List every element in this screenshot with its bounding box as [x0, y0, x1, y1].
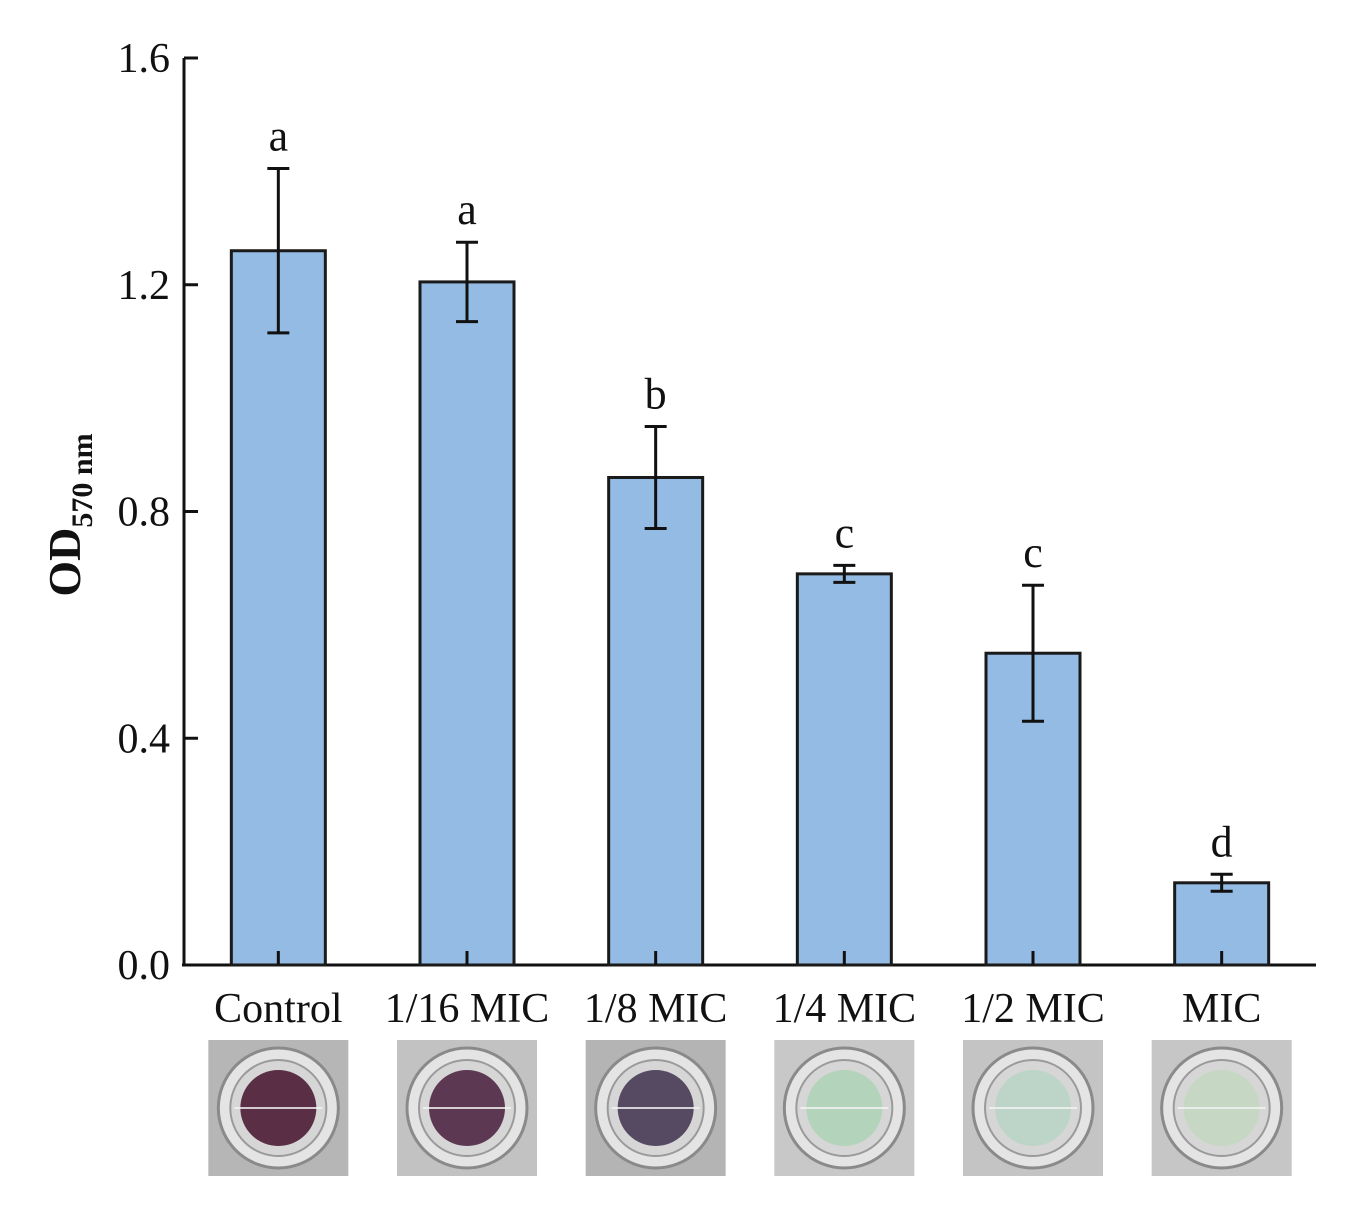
well-photo [963, 1040, 1103, 1176]
x-tick-label: 1/16 MIC [385, 986, 550, 1032]
bar [229, 249, 327, 967]
error-bar [644, 424, 667, 531]
bar [795, 572, 893, 967]
significance-letter: c [1023, 528, 1043, 577]
error-bar [1210, 872, 1233, 893]
y-tick-label: 1.6 [118, 36, 171, 82]
well-photo [208, 1040, 349, 1176]
well-photo [774, 1040, 915, 1176]
y-tick-label: 0.0 [118, 943, 171, 989]
x-tick-label: 1/4 MIC [773, 986, 917, 1032]
error-bar [1022, 583, 1044, 723]
bar [607, 475, 705, 967]
x-tick-label: Control [214, 986, 342, 1032]
y-axis-label-main: OD [39, 528, 90, 597]
y-tick-label: 0.4 [118, 716, 171, 762]
error-bar [267, 167, 290, 335]
bar [418, 280, 516, 967]
x-tick-label: 1/2 MIC [961, 986, 1105, 1032]
y-axis-label: OD570 nm [39, 433, 99, 596]
y-axis-label-subscript: 570 nm [66, 433, 99, 527]
significance-letter: a [457, 185, 477, 234]
x-tick-label: 1/8 MIC [584, 986, 728, 1032]
significance-letter: c [835, 508, 855, 557]
well-photo [1151, 1040, 1292, 1176]
error-bar [833, 563, 856, 584]
x-tick-label: MIC [1182, 986, 1261, 1032]
significance-letter: b [645, 369, 667, 418]
y-axis: 0.0 0.4 0.8 1.2 1.6 [118, 36, 198, 989]
significance-letter: a [269, 112, 289, 161]
y-tick-label: 0.8 [118, 490, 171, 536]
y-tick-label: 1.2 [118, 263, 171, 309]
well-photo [397, 1040, 537, 1176]
significance-letter: d [1211, 817, 1233, 866]
well-photo [585, 1040, 726, 1176]
error-bar [456, 240, 478, 324]
